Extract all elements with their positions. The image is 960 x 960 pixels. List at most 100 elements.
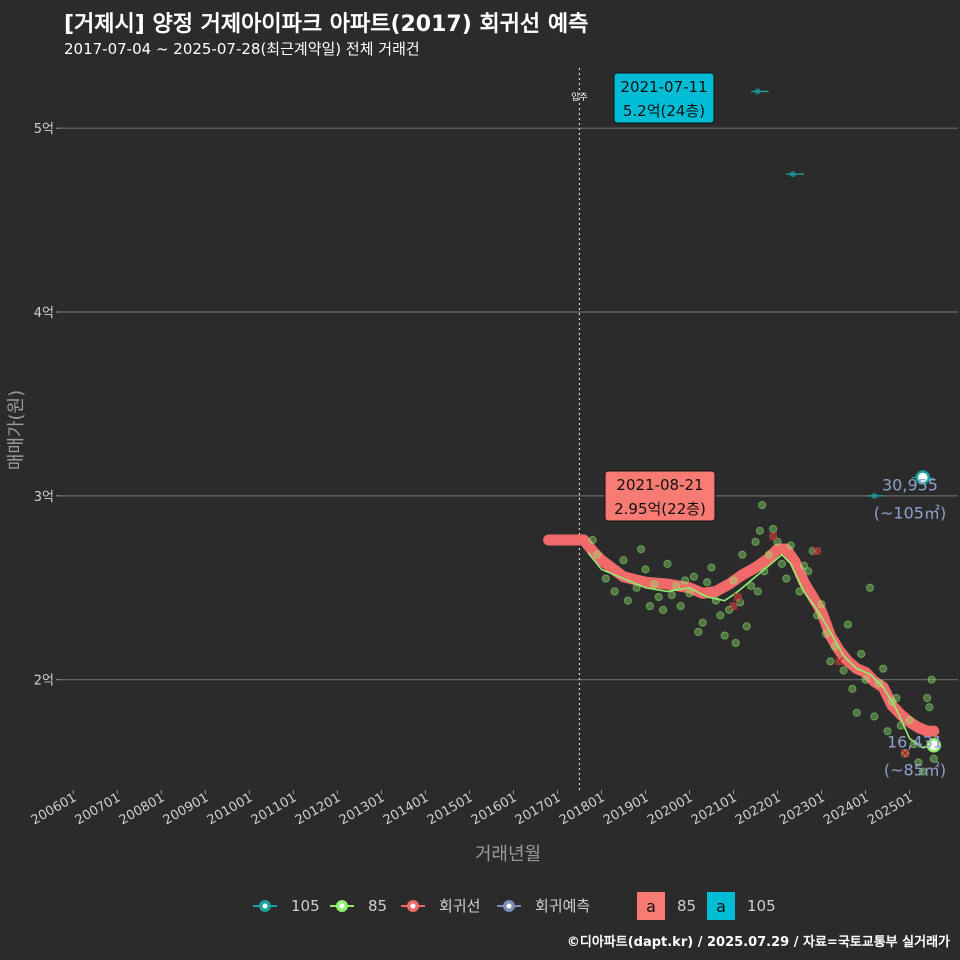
- annotation-date-105: 2021-07-11: [620, 78, 707, 96]
- y-tick-label: 3억: [34, 490, 54, 505]
- regression-mark-x: [812, 546, 822, 556]
- point-85: [804, 567, 813, 576]
- point-85: [650, 580, 659, 589]
- point-85: [892, 693, 901, 703]
- regression-mark-x: [768, 531, 778, 541]
- point-85: [848, 684, 857, 693]
- point-85: [689, 572, 698, 581]
- point-85: [799, 561, 809, 570]
- point-85: [729, 576, 738, 585]
- point-85: [927, 675, 936, 684]
- point-85: [588, 535, 597, 545]
- legend-box-label-105: 105: [747, 897, 776, 915]
- x-tick-label: 202301: [777, 790, 827, 828]
- point-85: [667, 591, 676, 600]
- x-tick-label: 201901: [601, 790, 651, 828]
- point-85: [782, 574, 791, 583]
- point-85: [610, 587, 619, 596]
- x-tick-label: 201201: [293, 790, 343, 828]
- point-85: [716, 611, 725, 620]
- x-tick-label: 202101: [689, 790, 739, 828]
- point-85: [753, 587, 762, 596]
- y-tick-label: 4억: [34, 306, 54, 321]
- legend-label-85: 85: [368, 897, 387, 915]
- point-85: [738, 550, 747, 559]
- chart-title: [거제시] 양정 거제아이파크 아파트(2017) 회귀선 예측: [64, 12, 589, 37]
- x-tick-label: 201401: [381, 790, 431, 828]
- x-tick-label: 202401: [821, 790, 871, 828]
- point-85: [839, 666, 848, 675]
- legend-box-85: [637, 892, 665, 920]
- point-85: [925, 703, 934, 712]
- point-85: [623, 596, 632, 605]
- regression-mark-x: [729, 601, 738, 611]
- legend-label-105: 105: [291, 897, 320, 915]
- legend: 105 85 회귀선 회귀예측 a 85 a 105: [253, 892, 776, 920]
- x-tick-label: 202201: [733, 790, 783, 828]
- trend-85: [587, 552, 934, 749]
- y-tick-label: 5억: [34, 122, 54, 137]
- point-85: [777, 559, 787, 568]
- point-85: [758, 500, 767, 510]
- point-85: [619, 556, 628, 565]
- y-axis-label: 매매가(원): [6, 390, 27, 470]
- point-85: [601, 574, 610, 583]
- point-85: [680, 576, 690, 585]
- end-point-85: [926, 738, 942, 753]
- point-85: [731, 638, 740, 648]
- end-point-105: [915, 470, 931, 485]
- x-tick-label: 200601: [29, 790, 79, 828]
- x-axis: 2006012007012008012009012010012011012012…: [29, 790, 916, 828]
- point-85: [764, 550, 773, 559]
- x-tick-label: 201301: [337, 790, 387, 828]
- point-85: [879, 664, 888, 673]
- point-85: [636, 545, 646, 554]
- legend-box-105: [707, 892, 735, 920]
- chart-subtitle: 2017-07-04 ~ 2025-07-28(최근계약일) 전체 거래건: [64, 40, 420, 58]
- regression-mark-x: [733, 592, 743, 602]
- point-85: [742, 622, 751, 631]
- point-85: [817, 600, 826, 609]
- point-85: [929, 754, 938, 763]
- point-85: [698, 618, 707, 627]
- move-in-marker: 입주: [571, 68, 588, 790]
- point-105: [754, 88, 761, 95]
- point-85: [918, 767, 927, 776]
- point-85: [773, 537, 782, 546]
- point-85: [843, 620, 853, 629]
- point-85: [821, 629, 831, 638]
- end-label-area-85: (~85㎡): [884, 760, 946, 779]
- point-85: [707, 563, 716, 572]
- point-85: [747, 581, 756, 591]
- point-85: [641, 565, 650, 574]
- y-axis: 2억 3억 4억 5억: [34, 122, 60, 689]
- x-tick-label: 200801: [117, 790, 167, 828]
- end-label-area-105: (~105㎡): [874, 503, 946, 522]
- regression-mark-x: [834, 656, 844, 666]
- gridlines: [60, 127, 958, 681]
- annotation-box-85: [604, 470, 716, 522]
- data-marks: [543, 88, 942, 776]
- point-85: [672, 581, 681, 591]
- point-85: [760, 567, 769, 576]
- point-85: [702, 578, 712, 587]
- move-in-label: 입주: [571, 91, 588, 103]
- legend-box-glyph-85: a: [646, 897, 656, 916]
- annotation-price-85: 2.95억(22층): [614, 500, 706, 518]
- legend-dot-inner-reg: [410, 903, 416, 909]
- point-85: [658, 605, 668, 614]
- annotation-box-105: [613, 72, 715, 124]
- point-85: [694, 627, 703, 636]
- x-tick-label: 200701: [73, 790, 123, 828]
- legend-dot-inner-85: [339, 903, 345, 909]
- point-85: [592, 550, 602, 559]
- end-label-value-105: 30,955: [882, 475, 938, 494]
- point-85: [914, 758, 923, 767]
- x-tick-label: 201501: [425, 790, 475, 828]
- point-85: [883, 727, 892, 736]
- x-tick-label: 202501: [865, 790, 915, 828]
- regression-line: [543, 534, 940, 737]
- annotation-price-105: 5.2억(24층): [623, 102, 705, 120]
- legend-box-label-85: 85: [677, 897, 696, 915]
